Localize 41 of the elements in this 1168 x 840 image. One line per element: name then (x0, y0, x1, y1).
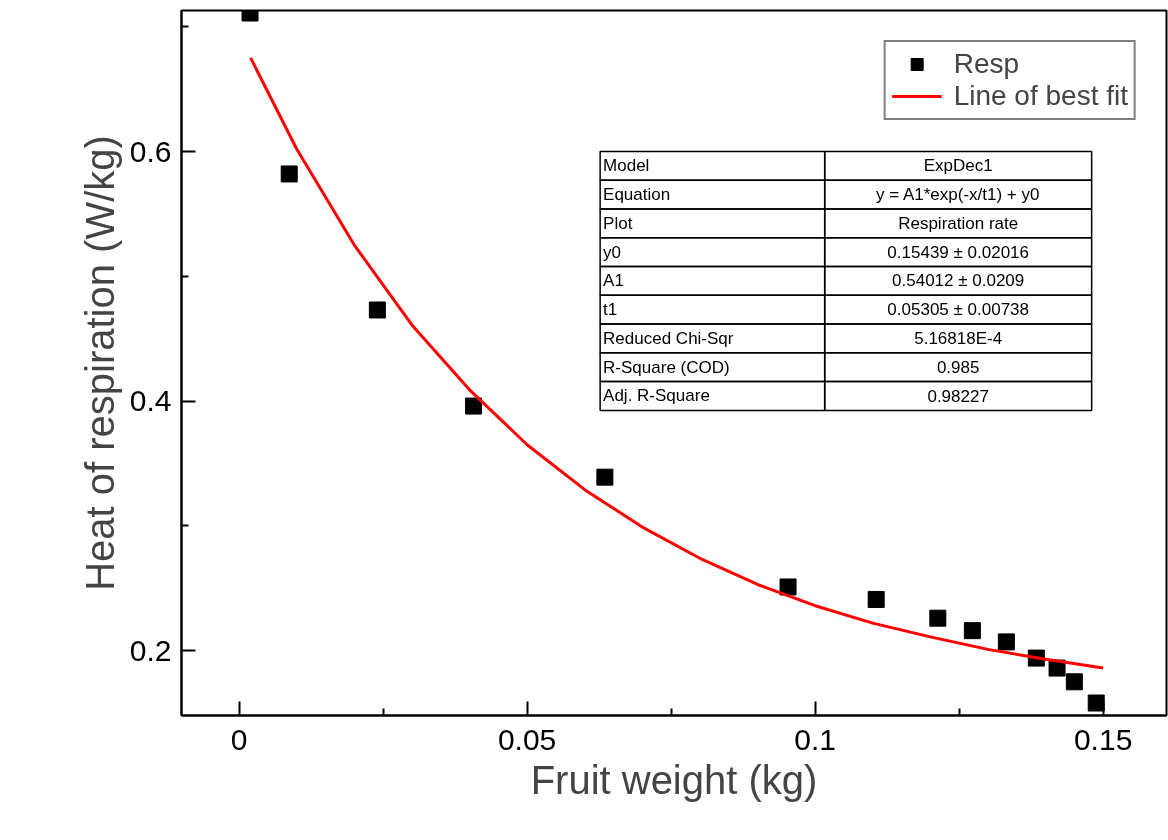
annotation: y0 (603, 242, 622, 262)
annotation: A1 (603, 271, 624, 291)
y-axis-title: Heat of respiration (W/kg) (77, 135, 122, 591)
point (1065, 673, 1083, 691)
y-tick-label: 0.2 (129, 633, 172, 667)
annotation: R-Square (COD) (603, 357, 730, 377)
annotation: Equation (603, 185, 671, 205)
annotation: t1 (603, 300, 618, 320)
point (779, 578, 797, 596)
annotation: Adj. R-Square (603, 386, 710, 406)
line-series (249, 56, 1105, 670)
annotation: ExpDec1 (923, 156, 993, 176)
annotation: Model (603, 156, 650, 176)
y-tick-label: 0.4 (129, 384, 172, 418)
annotation: Plot (603, 213, 633, 233)
x-axis-title: Fruit weight (kg) (530, 757, 818, 802)
y-tick-label: 0.6 (129, 134, 172, 168)
point (280, 165, 298, 183)
legend-label: Resp (953, 48, 1020, 80)
point (368, 301, 386, 319)
annotation: 0.15439 ± 0.02016 (887, 242, 1030, 262)
point (867, 590, 885, 608)
annotation: y = A1*exp(-x/t1) + y0 (875, 185, 1040, 205)
point (997, 633, 1015, 651)
x-tick-label: 0 (230, 722, 248, 756)
point (1087, 694, 1105, 712)
legend-label: Line of best fit (953, 80, 1128, 112)
point (929, 609, 947, 627)
point (596, 468, 614, 486)
x-tick-label: 0.15 (1073, 722, 1133, 756)
annotation: Respiration rate (898, 213, 1019, 233)
annotation: 0.05305 ± 0.00738 (887, 300, 1030, 320)
annotation: 0.54012 ± 0.0209 (892, 271, 1025, 291)
point (465, 397, 483, 415)
annotation: 0.98227 (927, 386, 989, 406)
annotation: 0.985 (936, 358, 980, 378)
x-tick-label: 0.05 (497, 722, 557, 756)
point (963, 622, 981, 640)
x-tick-label: 0.1 (794, 722, 836, 756)
annotation: Reduced Chi-Sqr (603, 328, 734, 348)
annotation: 5.16818E-4 (914, 328, 1003, 348)
